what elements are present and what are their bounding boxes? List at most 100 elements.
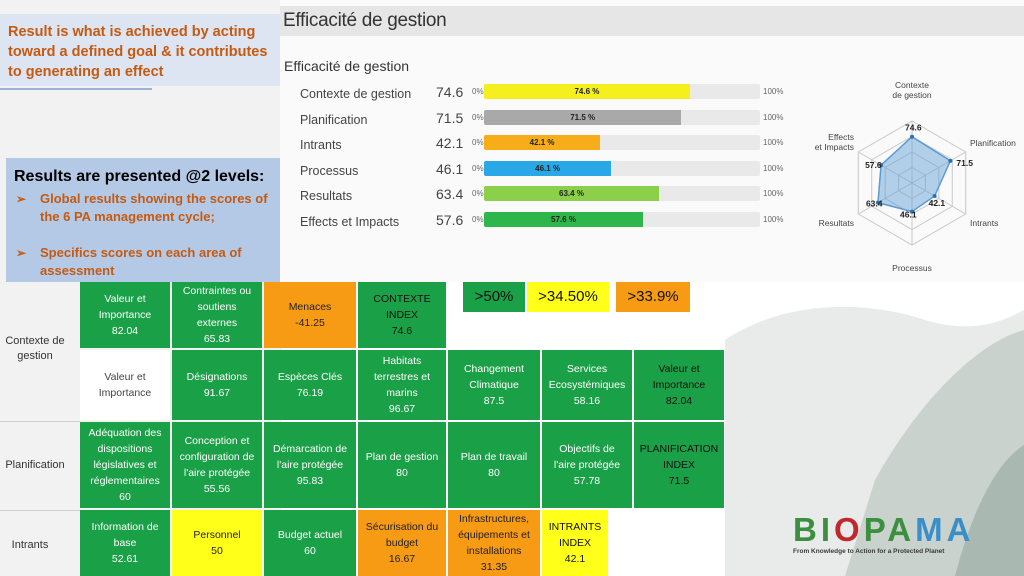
bar-fill: 74.6 %	[484, 84, 690, 99]
radar-value-label: 42.1	[929, 198, 946, 208]
bar-row: Planification 71.5 0% 71.5 % 100%	[300, 110, 790, 130]
radar-point	[879, 163, 884, 168]
radar-axis-label: Resultats	[819, 218, 854, 228]
bar-row: Processus 46.1 0% 46.1 % 100%	[300, 161, 790, 181]
results-title: Results are presented @2 levels:	[14, 168, 265, 185]
radar-axis-label: Processus	[892, 263, 932, 273]
bar-label: Intrants	[300, 138, 342, 152]
radar-value-label: 57.6	[865, 160, 882, 170]
radar-point	[910, 134, 914, 139]
cell-valeur-importance-2: Valeur et Importance 82.04	[634, 350, 724, 420]
bar-min-label: 0%	[472, 164, 484, 173]
bar-max-label: 100%	[763, 215, 784, 224]
bar-fill: 71.5 %	[484, 110, 682, 125]
bar-value: 46.1	[436, 161, 464, 177]
cell-intrants-index: INTRANTS INDEX 42.1	[542, 510, 608, 576]
decorative-waves	[725, 280, 1024, 576]
radar-axis-label: de gestion	[892, 90, 931, 100]
cell-conception: Conception et configuration de l'aire pr…	[172, 422, 262, 508]
bar-track: 71.5 %	[484, 110, 760, 125]
radar-value-label: 71.5	[956, 158, 973, 168]
bar-row: Effects et Impacts 57.6 0% 57.6 % 100%	[300, 212, 790, 232]
radar-spoke	[858, 182, 913, 215]
bar-min-label: 0%	[472, 215, 484, 224]
bar-value: 57.6	[436, 212, 464, 228]
radar-axis-label: Intrants	[970, 218, 998, 228]
bar-fill: 63.4 %	[484, 186, 659, 201]
row-divider	[0, 421, 80, 422]
bar-track: 63.4 %	[484, 186, 760, 201]
bar-label: Effects et Impacts	[300, 215, 400, 229]
bar-percent: 74.6 %	[574, 87, 600, 96]
radar-point	[932, 194, 937, 199]
bar-value: 42.1	[436, 135, 464, 151]
logo-letter: A	[946, 511, 975, 548]
cell-infrastructures: Infrastructures, équipements et installa…	[448, 510, 540, 576]
cell-designations: Désignations 91.67	[172, 350, 262, 420]
logo-letter: A	[887, 511, 916, 548]
legend-orange: >33.9%	[616, 282, 690, 312]
radar-point	[910, 209, 914, 214]
bullet-text: Global results showing the scores of the…	[40, 191, 268, 224]
cell-valeur-importance: Valeur et Importance 82.04	[80, 282, 170, 348]
bar-percent: 71.5 %	[570, 113, 596, 122]
bar-label: Contexte de gestion	[300, 87, 412, 101]
bar-track: 42.1 %	[484, 135, 760, 150]
radar-axis-label: et Impacts	[815, 142, 854, 152]
panel-subtitle: Efficacité de gestion	[284, 58, 410, 74]
cell-plan-gestion: Plan de gestion 80	[358, 422, 446, 508]
cell-plan-travail: Plan de travail 80	[448, 422, 540, 508]
bar-max-label: 100%	[763, 87, 784, 96]
biopama-logo: BIOPAMA	[793, 512, 974, 548]
cell-menaces: Menaces -41.25	[264, 282, 356, 348]
row-header-intrants: Intrants	[11, 539, 49, 551]
cell-contexte-index: CONTEXTE INDEX 74.6	[358, 282, 446, 348]
bar-track: 74.6 %	[484, 84, 760, 99]
bullet-specific: ➢ Specifics scores on each area of asses…	[16, 244, 276, 280]
definition-callout	[0, 14, 280, 86]
bar-fill: 46.1 %	[484, 161, 612, 176]
bar-percent: 42.1 %	[529, 138, 555, 147]
cell-valeur-label: Valeur et Importance	[80, 350, 170, 420]
radar-axis-label: Planification	[970, 138, 1016, 148]
radar-spoke	[911, 182, 966, 215]
logo-tagline: From Knowledge to Action for a Protected…	[793, 548, 945, 555]
bar-row: Intrants 42.1 0% 42.1 % 100%	[300, 135, 790, 155]
radar-value-label: 74.6	[905, 123, 922, 133]
bar-label: Planification	[300, 113, 368, 127]
row-header-planification: Planification	[5, 459, 65, 471]
page-title: Efficacité de gestion	[283, 10, 447, 31]
bar-fill: 57.6 %	[484, 212, 643, 227]
definition-text: Result is what is achieved by acting tow…	[8, 24, 268, 80]
bar-max-label: 100%	[763, 189, 784, 198]
divider	[0, 88, 152, 90]
row-header-contexte: Contexte de gestion	[5, 335, 65, 362]
bar-track: 46.1 %	[484, 161, 760, 176]
results-callout	[6, 158, 280, 282]
bullet-text: Specifics scores on each area of assessm…	[40, 245, 242, 278]
cell-habitats: Habitats terrestres et marins 96.67	[358, 350, 446, 420]
bar-max-label: 100%	[763, 113, 784, 122]
panel-header	[280, 6, 1024, 36]
logo-letter: I	[820, 511, 835, 548]
bar-label: Resultats	[300, 189, 353, 203]
bar-min-label: 0%	[472, 138, 484, 147]
bar-value: 63.4	[436, 186, 464, 202]
cell-budget: Budget actuel 60	[264, 510, 356, 576]
legend-yellow: >34.50%	[527, 282, 609, 312]
cell-changement: Changement Climatique 87.5	[448, 350, 540, 420]
bar-percent: 46.1 %	[535, 164, 561, 173]
cell-information: Information de base 52.61	[80, 510, 170, 576]
bar-row: Contexte de gestion 74.6 0% 74.6 % 100%	[300, 84, 790, 104]
radar-value-label: 63.4	[866, 199, 883, 209]
bar-min-label: 0%	[472, 189, 484, 198]
arrow-icon: ➢	[16, 192, 27, 206]
radar-spoke	[911, 151, 966, 184]
bar-min-label: 0%	[472, 113, 484, 122]
bar-percent: 63.4 %	[559, 189, 584, 198]
logo-letter: M	[915, 511, 947, 548]
cell-objectifs: Objectifs de l'aire protégée 57.78	[542, 422, 632, 508]
cell-securisation: Sécurisation du budget 16.67	[358, 510, 446, 576]
cell-adequation: Adéquation des dispositions législatives…	[80, 422, 170, 508]
bar-max-label: 100%	[763, 164, 784, 173]
